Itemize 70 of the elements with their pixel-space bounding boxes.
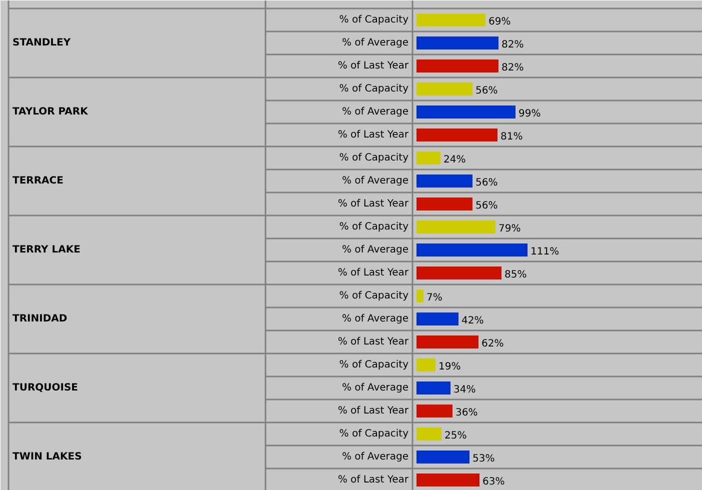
bar	[416, 152, 440, 164]
bar	[416, 36, 498, 50]
text: % of Average	[342, 382, 408, 394]
series-label: % of Last Year	[338, 60, 410, 72]
text: % of Last Year	[338, 336, 409, 348]
bar	[416, 450, 470, 464]
text: % of Average	[342, 314, 408, 324]
data-label: 63%	[482, 476, 505, 488]
text: % of Capacity	[339, 84, 409, 94]
bar	[416, 358, 436, 372]
y-tick-label: TERRACE	[12, 176, 64, 186]
data-label: 56%	[476, 86, 498, 96]
bar	[416, 174, 472, 188]
text: % of Last Year	[338, 268, 409, 278]
series-label: % of Average	[342, 38, 408, 48]
bar	[416, 290, 424, 302]
bar	[416, 60, 498, 72]
bar	[416, 106, 516, 118]
data-label: 82%	[502, 40, 524, 50]
bar	[416, 14, 486, 26]
y-tick-label: STANDLEY	[12, 38, 72, 48]
text: % of Last Year	[338, 130, 409, 140]
bar	[416, 428, 442, 440]
bar	[416, 220, 496, 234]
bar	[416, 244, 528, 256]
data-label: 56%	[476, 178, 498, 188]
y-tick-label: TURQUOISE	[12, 382, 78, 394]
bar	[416, 266, 502, 280]
data-label: 62%	[482, 338, 504, 350]
data-label: 53%	[472, 454, 495, 464]
data-label: 99%	[518, 108, 541, 120]
data-label: 81%	[500, 132, 523, 142]
bar	[416, 404, 452, 418]
text: % of Capacity	[339, 222, 409, 232]
text: % of Capacity	[339, 152, 409, 164]
y-tick-label: TRINIDAD	[12, 314, 68, 324]
bar	[416, 82, 472, 96]
data-label: 25%	[444, 430, 467, 442]
data-label: 82%	[502, 62, 524, 74]
data-label: 79%	[498, 224, 521, 234]
bar	[416, 198, 472, 210]
data-label: 111%	[530, 246, 560, 258]
bar	[416, 474, 480, 486]
y-tick-label: TWIN LAKES	[12, 452, 82, 462]
text: % of Last Year	[338, 406, 409, 416]
y-tick-label: TAYLOR PARK	[12, 106, 90, 118]
data-label: 34%	[454, 384, 476, 396]
text: % of Capacity	[339, 290, 409, 302]
bar	[416, 336, 478, 348]
text: % of Average	[342, 176, 408, 186]
data-label: 24%	[444, 154, 466, 166]
text: % of Last Year	[338, 474, 409, 486]
series-label: % of Capacity	[339, 14, 409, 26]
text: % of Last Year	[338, 198, 409, 210]
text: % of Capacity	[339, 360, 409, 370]
bar	[416, 128, 498, 142]
data-label: 36%	[456, 408, 478, 418]
text: % of Average	[342, 244, 408, 256]
data-label: 56%	[476, 200, 498, 212]
bar	[416, 312, 458, 326]
y-tick-label: TERRY LAKE	[12, 244, 81, 256]
text: % of Capacity	[339, 428, 409, 440]
data-label: 85%	[504, 270, 527, 280]
data-label: 42%	[462, 316, 484, 326]
data-label: 7%	[426, 292, 442, 304]
bar	[416, 382, 450, 394]
text: % of Average	[342, 452, 408, 462]
data-label: 69%	[488, 16, 511, 28]
data-label: 19%	[438, 362, 461, 372]
text: % of Average	[342, 106, 408, 118]
